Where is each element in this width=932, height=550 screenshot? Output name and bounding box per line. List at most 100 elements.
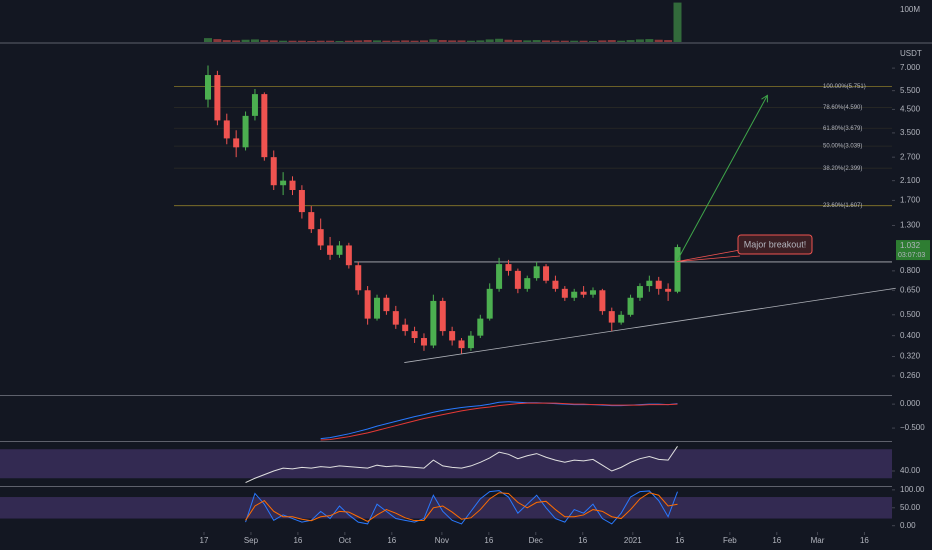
x-tick-label: 16 bbox=[860, 536, 869, 545]
volume-bar bbox=[241, 39, 250, 42]
volume-bar bbox=[401, 40, 410, 42]
fib-label: 50.00%(3.039) bbox=[823, 144, 862, 150]
fib-label: 38.20%(2.399) bbox=[823, 166, 862, 172]
volume-bar bbox=[664, 40, 673, 42]
stoch-line bbox=[245, 492, 678, 522]
volume-bar bbox=[279, 40, 288, 42]
volume-bar bbox=[588, 41, 597, 42]
currency-label: USDT bbox=[900, 49, 922, 58]
y-tick-label: 5.500 bbox=[900, 86, 921, 95]
x-tick-label: Oct bbox=[339, 536, 352, 545]
x-tick-label: 16 bbox=[293, 536, 302, 545]
volume-bar bbox=[419, 40, 428, 42]
volume-bar bbox=[213, 39, 222, 42]
arrow-head bbox=[761, 94, 768, 103]
volume-bar bbox=[260, 40, 269, 42]
x-tick-label: 16 bbox=[578, 536, 587, 545]
y-tick-label: 2.100 bbox=[900, 176, 921, 185]
callout-pointer bbox=[676, 249, 741, 263]
volume-bar bbox=[645, 39, 654, 42]
candle-body bbox=[242, 115, 249, 148]
x-tick-label: Dec bbox=[529, 536, 543, 545]
candle-body bbox=[505, 264, 512, 271]
volume-bar bbox=[466, 40, 475, 42]
candle-body bbox=[589, 290, 596, 295]
y-tick-label: 2.700 bbox=[900, 152, 921, 161]
candle-body bbox=[627, 297, 634, 315]
y-tick-label: 0.500 bbox=[900, 310, 921, 319]
indicator-band bbox=[0, 449, 892, 479]
candle-body bbox=[467, 335, 474, 349]
volume-bar bbox=[598, 40, 607, 42]
volume-bar bbox=[635, 39, 644, 42]
y-tick-label: 1.300 bbox=[900, 221, 921, 230]
candle-body bbox=[543, 266, 550, 281]
candle-body bbox=[665, 288, 672, 292]
candle-body bbox=[233, 138, 240, 148]
volume-bar bbox=[476, 40, 485, 42]
volume-bar bbox=[429, 39, 438, 42]
x-tick-label: Sep bbox=[244, 536, 259, 545]
candle-body bbox=[402, 324, 409, 332]
fib-label: 61.80%(3.679) bbox=[823, 126, 862, 132]
volume-bar bbox=[570, 40, 579, 42]
callout-box bbox=[737, 234, 813, 255]
volume-bar bbox=[250, 39, 259, 42]
y-tick-label: 4.500 bbox=[900, 105, 921, 114]
volume-bar bbox=[232, 40, 241, 42]
volume-bar bbox=[316, 40, 325, 42]
volume-bar bbox=[297, 40, 306, 42]
volume-bar bbox=[410, 40, 419, 42]
y-tick-label: 40.00 bbox=[900, 466, 921, 475]
y-tick-label: 0.320 bbox=[900, 352, 921, 361]
volume-bar bbox=[448, 40, 457, 42]
countdown: 03:07:03 bbox=[898, 252, 925, 259]
panel-borders bbox=[0, 42, 932, 487]
candle-body bbox=[251, 94, 258, 116]
volume-bar bbox=[457, 40, 466, 42]
volume-bar bbox=[607, 40, 616, 42]
volume-bar bbox=[495, 38, 504, 42]
candle-body bbox=[392, 311, 399, 325]
x-tick-label: 16 bbox=[675, 536, 684, 545]
volume-bar bbox=[560, 40, 569, 42]
y-tick-label: 3.500 bbox=[900, 128, 921, 137]
candle-body bbox=[298, 190, 305, 213]
fib-label: 23.60%(1.607) bbox=[823, 203, 862, 209]
volume-bar bbox=[363, 40, 372, 42]
candle-body bbox=[308, 212, 315, 230]
x-tick-label: 17 bbox=[200, 536, 209, 545]
rsi-line bbox=[245, 446, 678, 484]
volume-bar bbox=[344, 40, 353, 42]
y-tick-label: 100.00 bbox=[900, 485, 925, 494]
candle-body bbox=[674, 247, 681, 292]
volume-bar bbox=[542, 40, 551, 42]
candle-body bbox=[477, 318, 484, 336]
x-tick-label: Nov bbox=[435, 536, 449, 545]
y-tick-label: 50.00 bbox=[900, 503, 921, 512]
volume-bar bbox=[269, 40, 278, 42]
candle-body bbox=[261, 94, 268, 158]
volume-bar bbox=[513, 40, 522, 42]
x-tick-label: Feb bbox=[723, 536, 737, 545]
candle-body bbox=[533, 266, 540, 279]
candle-body bbox=[411, 331, 418, 339]
candle-body bbox=[449, 331, 456, 341]
volume-bar bbox=[288, 40, 297, 42]
candle-body bbox=[599, 290, 606, 312]
volume-bar bbox=[335, 41, 344, 42]
y-tick-label: −0.500 bbox=[900, 423, 925, 432]
y-tick-label: 0.650 bbox=[900, 285, 921, 294]
volume-bar bbox=[673, 2, 682, 43]
candle-body bbox=[486, 288, 493, 319]
y-tick-label: 0.800 bbox=[900, 266, 921, 275]
candle-body bbox=[223, 120, 230, 139]
candle-body bbox=[439, 300, 446, 332]
fib-label: 78.60%(4.590) bbox=[823, 105, 862, 111]
candle-body bbox=[636, 286, 643, 298]
candle-body bbox=[458, 340, 465, 349]
candle-body bbox=[345, 245, 352, 266]
candle-body bbox=[336, 245, 343, 255]
volume-bar bbox=[617, 40, 626, 42]
